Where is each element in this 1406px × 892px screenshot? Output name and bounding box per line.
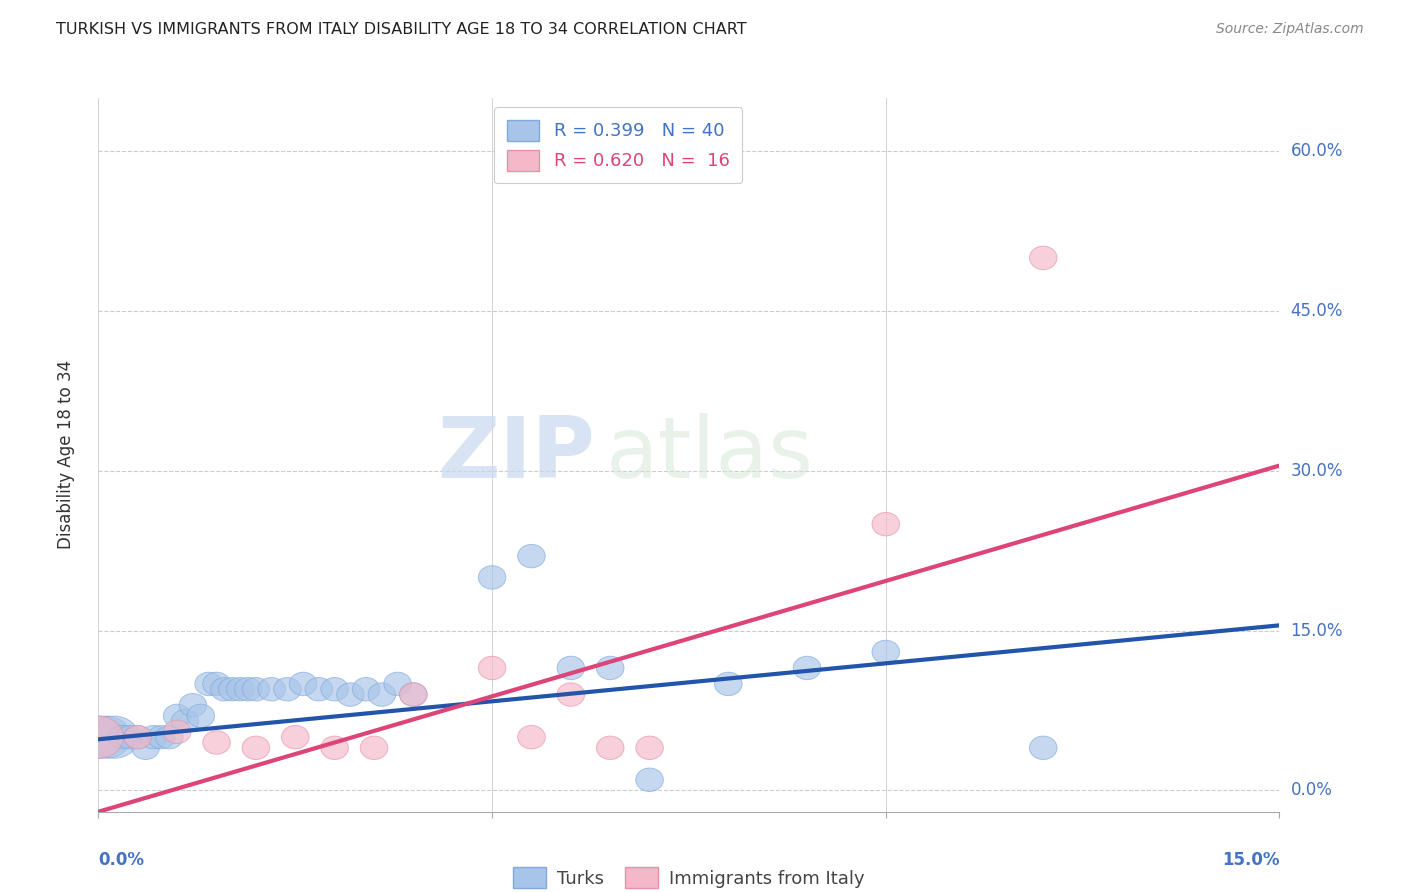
Ellipse shape [281, 725, 309, 749]
Ellipse shape [82, 716, 131, 758]
Ellipse shape [305, 678, 333, 701]
Ellipse shape [336, 683, 364, 706]
Ellipse shape [242, 736, 270, 759]
Ellipse shape [353, 678, 380, 701]
Ellipse shape [108, 725, 136, 749]
Ellipse shape [148, 725, 176, 749]
Ellipse shape [139, 725, 167, 749]
Ellipse shape [636, 768, 664, 791]
Ellipse shape [274, 678, 301, 701]
Ellipse shape [202, 673, 231, 696]
Ellipse shape [117, 725, 143, 749]
Text: TURKISH VS IMMIGRANTS FROM ITALY DISABILITY AGE 18 TO 34 CORRELATION CHART: TURKISH VS IMMIGRANTS FROM ITALY DISABIL… [56, 22, 747, 37]
Ellipse shape [557, 683, 585, 706]
Text: 15.0%: 15.0% [1222, 851, 1279, 869]
Ellipse shape [226, 678, 254, 701]
Text: 0.0%: 0.0% [98, 851, 145, 869]
Text: 45.0%: 45.0% [1291, 302, 1343, 320]
Ellipse shape [124, 725, 152, 749]
Ellipse shape [636, 736, 664, 759]
Ellipse shape [1029, 736, 1057, 759]
Ellipse shape [478, 566, 506, 589]
Ellipse shape [368, 683, 395, 706]
Ellipse shape [132, 736, 159, 759]
Text: 15.0%: 15.0% [1291, 622, 1343, 640]
Ellipse shape [73, 716, 124, 758]
Ellipse shape [163, 704, 191, 728]
Ellipse shape [187, 704, 215, 728]
Ellipse shape [872, 640, 900, 664]
Ellipse shape [478, 657, 506, 680]
Ellipse shape [290, 673, 316, 696]
Ellipse shape [384, 673, 412, 696]
Ellipse shape [257, 678, 285, 701]
Ellipse shape [179, 693, 207, 717]
Ellipse shape [218, 678, 246, 701]
Ellipse shape [321, 736, 349, 759]
Legend: Turks, Immigrants from Italy: Turks, Immigrants from Italy [506, 860, 872, 892]
Ellipse shape [714, 673, 742, 696]
Ellipse shape [73, 716, 124, 758]
Text: 0.0%: 0.0% [1291, 781, 1333, 799]
Y-axis label: Disability Age 18 to 34: Disability Age 18 to 34 [56, 360, 75, 549]
Ellipse shape [517, 725, 546, 749]
Ellipse shape [163, 720, 191, 744]
Text: ZIP: ZIP [437, 413, 595, 497]
Ellipse shape [596, 736, 624, 759]
Ellipse shape [90, 716, 139, 758]
Ellipse shape [1029, 246, 1057, 269]
Text: 30.0%: 30.0% [1291, 462, 1343, 480]
Ellipse shape [596, 657, 624, 680]
Ellipse shape [517, 544, 546, 568]
Ellipse shape [124, 725, 152, 749]
Ellipse shape [399, 683, 427, 706]
Ellipse shape [172, 709, 198, 733]
Text: atlas: atlas [606, 413, 814, 497]
Text: 60.0%: 60.0% [1291, 143, 1343, 161]
Text: Source: ZipAtlas.com: Source: ZipAtlas.com [1216, 22, 1364, 37]
Ellipse shape [202, 731, 231, 755]
Ellipse shape [321, 678, 349, 701]
Ellipse shape [360, 736, 388, 759]
Ellipse shape [242, 678, 270, 701]
Ellipse shape [211, 678, 238, 701]
Ellipse shape [235, 678, 262, 701]
Ellipse shape [156, 725, 183, 749]
Ellipse shape [793, 657, 821, 680]
Ellipse shape [872, 512, 900, 536]
Ellipse shape [557, 657, 585, 680]
Ellipse shape [195, 673, 222, 696]
Ellipse shape [399, 683, 427, 706]
